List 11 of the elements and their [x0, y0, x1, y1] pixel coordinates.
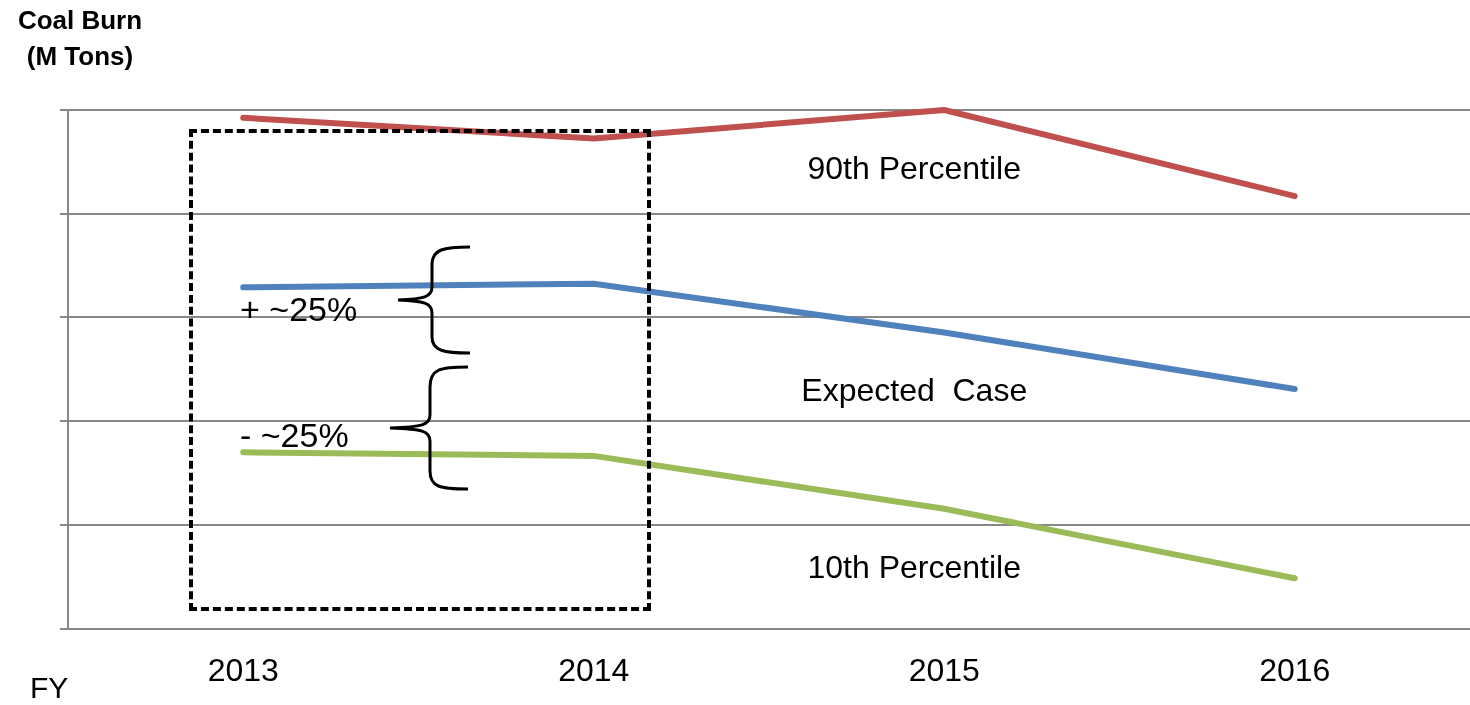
series-label: Expected Case [801, 372, 1028, 409]
x-tick-label: 2014 [558, 651, 630, 688]
x-axis-title: FY [30, 671, 69, 705]
x-tick-label: 2016 [1259, 651, 1331, 688]
text: Coal Burn (M Tons) [17, 5, 143, 72]
x-tick-label: 2013 [207, 651, 279, 688]
x-tick-label: 2015 [908, 651, 980, 688]
annotation: + ~25% [240, 290, 358, 329]
series-label: 90th Percentile [807, 149, 1021, 186]
series-label: 10th Percentile [807, 548, 1021, 585]
annotation: - ~25% [240, 416, 349, 455]
